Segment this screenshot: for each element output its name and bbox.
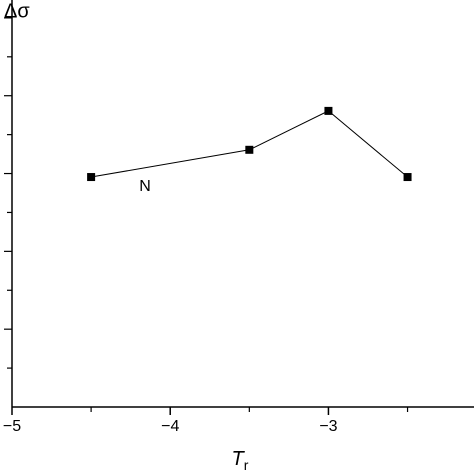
x-axis-label-subscript: r — [244, 457, 249, 473]
marker — [403, 173, 412, 182]
marker — [324, 106, 333, 115]
y-axis-label: Δσ — [4, 0, 30, 22]
x-tick-label: −3 — [319, 418, 337, 435]
x-tick-label: −4 — [161, 418, 179, 435]
x-axis-label: Tr — [232, 448, 249, 472]
x-axis-label-main: T — [232, 448, 246, 470]
x-tick-label: −5 — [3, 418, 21, 435]
marker — [87, 173, 96, 182]
annotation: N — [139, 178, 151, 195]
series-line — [91, 110, 408, 178]
marker — [245, 145, 254, 154]
